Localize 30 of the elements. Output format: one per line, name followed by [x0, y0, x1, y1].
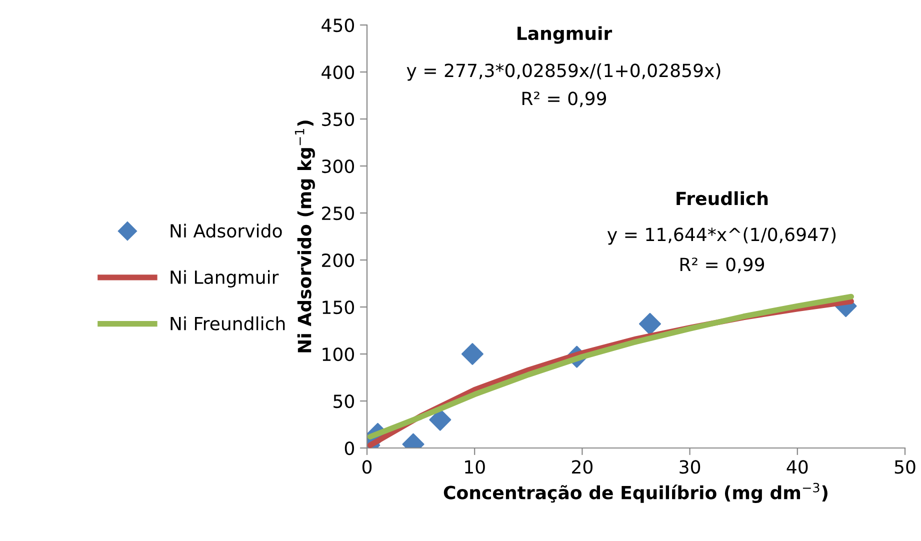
annotation: R² = 0,99: [680, 258, 764, 274]
y-tick-label: 0: [344, 441, 354, 456]
x-tick-label: 20: [572, 460, 592, 474]
annotation: Langmuir: [518, 26, 612, 44]
x-tick-label: 0: [362, 460, 372, 474]
y-tick-label: 250: [322, 206, 354, 220]
y-axis-title: Ni Adsorvido (mg kg$^{−1}$): [294, 120, 315, 352]
y-tick-label: 300: [322, 159, 354, 174]
legend-label: Ni Langmuir: [170, 270, 279, 288]
annotation: y = 11,644*x^(1/0,6947): [607, 227, 836, 245]
annotation: R² = 0,99: [522, 92, 606, 108]
y-tick-label: 350: [322, 112, 354, 126]
point: [638, 312, 661, 335]
annotation: Freudlich: [676, 191, 768, 206]
x-tick-label: 40: [786, 460, 808, 474]
legend-label: Ni Adsorvido: [170, 224, 282, 238]
y-tick-label: 100: [322, 347, 354, 362]
x-axis-title: Concentração de Equilíbrio (mg dm$^{−3}$): [444, 482, 828, 504]
point: [429, 408, 452, 431]
y-tick-label: 150: [322, 300, 354, 314]
y-tick-label: 200: [322, 253, 354, 268]
annotation: y = 277,3*0,02859x/(1+0,02859x): [406, 63, 720, 81]
x-tick-label: 50: [894, 460, 916, 474]
y-tick-label: 450: [322, 18, 354, 32]
x-tick-label: 10: [465, 460, 485, 474]
legend-label: Ni Freundlich: [170, 316, 285, 330]
point: [461, 343, 484, 365]
y-tick-label: 400: [322, 65, 354, 80]
y-tick-label: 50: [334, 394, 354, 408]
x-tick-label: 30: [680, 460, 700, 474]
